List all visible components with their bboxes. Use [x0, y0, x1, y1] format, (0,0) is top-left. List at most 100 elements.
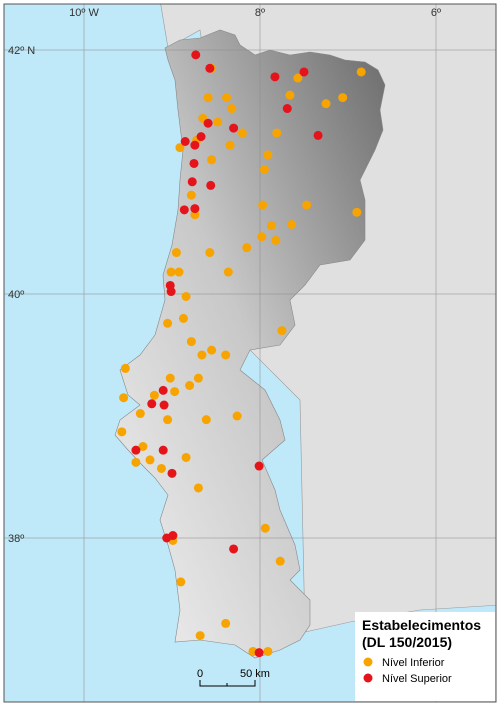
establishment-inferior [207, 345, 217, 355]
legend-box [355, 612, 495, 701]
establishment-inferior [174, 267, 184, 277]
establishment-inferior [193, 373, 203, 383]
scale-start: 0 [197, 668, 203, 680]
longitude-label: 10º W [69, 7, 99, 19]
establishment-superior [196, 132, 206, 142]
establishment-superior [282, 104, 292, 114]
establishment-inferior [263, 150, 273, 160]
longitude-label: 6º [431, 7, 441, 19]
legend-items: Nível Inferior Nível Superior [363, 657, 452, 685]
establishment-superior [205, 63, 215, 73]
establishment-superior [299, 67, 309, 77]
legend-symbol [363, 673, 373, 683]
establishment-inferior [237, 128, 247, 138]
establishment-inferior [338, 93, 348, 103]
establishment-superior [229, 544, 239, 554]
graticule [4, 4, 496, 702]
establishment-superior [189, 158, 199, 168]
establishment-inferior [275, 556, 285, 566]
legend-symbol [363, 657, 373, 667]
establishment-inferior [131, 457, 141, 467]
latitude-label: 38º [8, 533, 24, 545]
establishment-inferior [203, 93, 213, 103]
establishment-superior [180, 137, 190, 146]
establishment-inferior [232, 411, 242, 421]
establishment-inferior [271, 235, 281, 245]
establishment-superior [187, 177, 197, 187]
establishment-superior [166, 287, 176, 297]
establishment-superior [203, 118, 213, 128]
establishment-inferior [117, 427, 127, 437]
establishment-inferior [352, 207, 362, 217]
establishment-inferior [221, 350, 231, 360]
establishment-inferior [258, 200, 268, 210]
establishment-inferior [321, 99, 331, 109]
establishment-inferior [186, 337, 196, 347]
establishment-inferior [293, 73, 303, 83]
establishment-inferior [149, 390, 159, 400]
establishment-inferior [222, 93, 232, 103]
establishment-inferior [178, 313, 188, 323]
establishment-inferior [285, 90, 295, 100]
establishment-inferior [225, 140, 235, 150]
establishment-inferior [166, 267, 176, 277]
establishment-inferior [302, 200, 312, 210]
establishment-inferior [227, 104, 237, 114]
legend-title: Estabelecimentos [362, 617, 481, 633]
legend: Estabelecimentos (DL 150/2015) Nível Inf… [355, 612, 495, 701]
establishment-inferior [163, 318, 173, 328]
establishment-superior [147, 399, 157, 409]
frame [3, 3, 497, 703]
establishment-inferior [197, 350, 207, 360]
establishment-superior [131, 445, 141, 455]
establishment-superior [313, 130, 323, 140]
establishment-inferior [176, 577, 186, 587]
establishment-inferior [181, 452, 191, 462]
establishment-superior [179, 205, 189, 215]
establishment-inferior [257, 232, 267, 242]
establishment-inferior [156, 463, 166, 473]
map-body [4, 4, 496, 702]
scale-end: 50 km [240, 668, 270, 680]
scale-bar: 0 50 km [197, 668, 270, 687]
establishment-inferior [120, 363, 130, 373]
establishment-superior [229, 123, 239, 133]
establishment-inferior [186, 190, 196, 200]
establishment-inferior [223, 267, 233, 277]
establishment-inferior [259, 165, 269, 175]
establishment-inferior [193, 483, 203, 493]
establishment-inferior [266, 221, 276, 231]
latitude-label: 40º [8, 289, 24, 301]
establishment-inferior [171, 248, 181, 258]
establishment-inferior [185, 381, 195, 390]
graticule-labels: 10º W 8º 6º 42º N 40º 38º [8, 7, 441, 545]
establishment-superior [191, 50, 201, 60]
establishment-superior [254, 461, 264, 471]
establishment-inferior [145, 455, 155, 465]
establishment-superior [158, 385, 168, 395]
establishment-inferior [272, 128, 282, 138]
establishment-inferior [356, 67, 366, 77]
establishment-superior [190, 140, 200, 150]
establishment-inferior [135, 409, 145, 419]
establishment-inferior [221, 618, 231, 628]
establishment-inferior [201, 415, 211, 425]
establishment-superior [168, 531, 178, 541]
establishment-inferior [170, 387, 180, 397]
legend-label: Nível Superior [382, 673, 452, 685]
establishment-inferior [119, 393, 129, 403]
establishment-superior [206, 180, 216, 190]
establishment-superior [254, 648, 264, 658]
establishment-inferior [263, 646, 273, 656]
points [117, 50, 366, 658]
establishment-superior [159, 400, 169, 410]
establishment-inferior [165, 373, 175, 383]
legend-subtitle: (DL 150/2015) [362, 634, 452, 650]
establishment-inferior [260, 523, 270, 533]
establishment-inferior [181, 291, 191, 301]
establishment-inferior [213, 117, 223, 127]
establishment-superior [167, 468, 177, 478]
establishment-superior [158, 445, 168, 455]
establishment-inferior [163, 415, 173, 425]
